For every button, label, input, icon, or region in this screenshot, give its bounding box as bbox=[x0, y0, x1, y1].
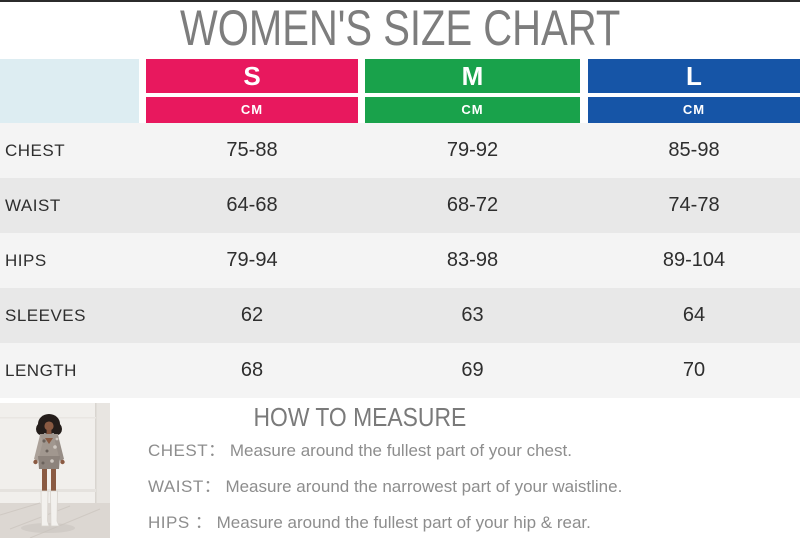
measure-text-waist: Measure around the narrowest part of you… bbox=[225, 477, 623, 496]
table-row-length: LENGTH 68 69 70 bbox=[0, 343, 800, 398]
measure-text-hips: Measure around the fullest part of your … bbox=[216, 513, 591, 532]
cell-waist-m: 68-72 bbox=[446, 194, 499, 216]
cell-sleeves-s: 62 bbox=[240, 304, 264, 326]
unit-header-l: CM bbox=[588, 97, 800, 123]
table-row-chest: CHEST 75-88 79-92 85-98 bbox=[0, 123, 800, 178]
row-label-hips: HIPS bbox=[5, 251, 47, 270]
row-label-waist: WAIST bbox=[5, 196, 61, 215]
cell-length-m: 69 bbox=[461, 359, 484, 381]
cell-waist-s: 64-68 bbox=[226, 194, 278, 216]
cell-chest-m: 79-92 bbox=[446, 139, 499, 161]
row-label-sleeves: SLEEVES bbox=[5, 306, 86, 325]
cell-chest-l: 85-98 bbox=[668, 139, 720, 161]
cell-hips-m: 83-98 bbox=[446, 249, 499, 271]
unit-header-s: CM bbox=[146, 97, 358, 123]
model-photo-illustration bbox=[0, 403, 110, 538]
row-label-chest: CHEST bbox=[5, 141, 66, 160]
cell-length-l: 70 bbox=[682, 359, 706, 381]
measure-colon: ： bbox=[203, 477, 221, 496]
size-header-s: S bbox=[146, 59, 358, 93]
top-divider bbox=[0, 0, 800, 2]
cell-sleeves-l: 64 bbox=[682, 304, 706, 326]
measure-instruction-hips: HIPS ： Measure around the fullest part o… bbox=[148, 513, 788, 533]
measure-label-waist: WAIST bbox=[148, 477, 204, 496]
size-table-body: CHEST 75-88 79-92 85-98 WAIST 64-68 68-7… bbox=[0, 123, 800, 398]
how-to-measure-heading-text: HOW TO MEASURE bbox=[253, 402, 467, 432]
how-to-measure-list: CHEST： Measure around the fullest part o… bbox=[148, 441, 788, 538]
table-corner-cell bbox=[0, 59, 139, 123]
table-row-sleeves: SLEEVES 62 63 64 bbox=[0, 288, 800, 343]
measure-instruction-waist: WAIST： Measure around the narrowest part… bbox=[148, 477, 788, 497]
measure-colon: ： bbox=[194, 513, 212, 532]
measure-label-hips: HIPS bbox=[148, 513, 195, 532]
unit-header-m: CM bbox=[365, 97, 580, 123]
page-title-text: WOMEN'S SIZE CHART bbox=[179, 0, 621, 56]
model-photo bbox=[0, 403, 110, 538]
measure-text-chest: Measure around the fullest part of your … bbox=[229, 441, 572, 460]
table-row-hips: HIPS 79-94 83-98 89-104 bbox=[0, 233, 800, 288]
row-label-length: LENGTH bbox=[5, 361, 77, 380]
cell-hips-l: 89-104 bbox=[662, 249, 726, 271]
cell-sleeves-m: 63 bbox=[461, 304, 484, 326]
cell-waist-l: 74-78 bbox=[668, 194, 720, 216]
measure-colon: ： bbox=[208, 441, 226, 460]
size-header-l: L bbox=[588, 59, 800, 93]
how-to-measure-heading: HOW TO MEASURE bbox=[140, 402, 580, 434]
cell-length-s: 68 bbox=[240, 359, 264, 381]
table-row-waist: WAIST 64-68 68-72 74-78 bbox=[0, 178, 800, 233]
cell-chest-s: 75-88 bbox=[226, 139, 278, 161]
measure-label-chest: CHEST bbox=[148, 441, 209, 460]
page-title: WOMEN'S SIZE CHART bbox=[0, 2, 800, 56]
cell-hips-s: 79-94 bbox=[226, 249, 278, 271]
measure-instruction-chest: CHEST： Measure around the fullest part o… bbox=[148, 441, 788, 461]
size-header-m: M bbox=[365, 59, 580, 93]
